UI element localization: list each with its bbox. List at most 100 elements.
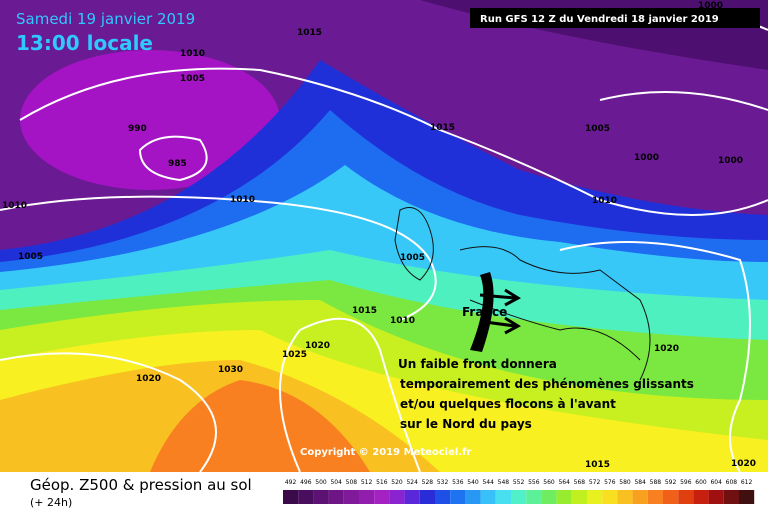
scale-swatch <box>465 490 481 504</box>
scale-label: 612 <box>741 479 753 486</box>
scale-label: 520 <box>391 479 403 486</box>
scale-swatch <box>678 490 694 504</box>
scale-label: 536 <box>452 479 464 486</box>
scale-swatch <box>632 490 648 504</box>
isobar-label: 1020 <box>305 341 330 351</box>
scale-label: 576 <box>604 479 616 486</box>
scale-swatch <box>495 490 511 504</box>
scale-swatch <box>511 490 527 504</box>
run-box <box>470 8 760 28</box>
scale-swatch <box>328 490 344 504</box>
isobar-label: 1020 <box>731 459 756 469</box>
annotation-line: et/ou quelques flocons à l'avant <box>400 397 616 411</box>
scale-swatch <box>647 490 663 504</box>
scale-label: 500 <box>315 479 327 486</box>
isobar-label: 1030 <box>218 365 243 375</box>
scale-label: 568 <box>574 479 586 486</box>
coastlines <box>394 207 651 381</box>
scale-label: 532 <box>437 479 449 486</box>
scale-swatch <box>617 490 633 504</box>
front-arrow <box>470 272 494 352</box>
isobar-label: 1010 <box>390 316 415 326</box>
scale-swatch <box>419 490 435 504</box>
scale-swatch <box>693 490 709 504</box>
isobar-label: 1005 <box>585 124 610 134</box>
isobar-label: 1020 <box>654 344 679 354</box>
isobar-label: 1010 <box>230 195 255 205</box>
scale-label: 596 <box>680 479 692 486</box>
country-label: France <box>462 305 507 319</box>
scale-label: 572 <box>589 479 601 486</box>
isobar-label: 1005 <box>18 252 43 262</box>
scale-swatch <box>587 490 603 504</box>
scale-swatch <box>571 490 587 504</box>
scale-label: 600 <box>695 479 707 486</box>
isobar-label: 1005 <box>400 253 425 263</box>
isobar-label: 1005 <box>180 74 205 84</box>
scale-label: 560 <box>543 479 555 486</box>
isobar-label: 1010 <box>180 49 205 59</box>
isobar-label: 1000 <box>718 156 743 166</box>
annotation: Un faible front donnera temporairement de… <box>398 357 694 431</box>
scale-swatch <box>450 490 466 504</box>
scale-swatch <box>480 490 496 504</box>
map-date: Samedi 19 janvier 2019 <box>16 10 195 28</box>
scale-label: 516 <box>376 479 388 486</box>
scale-swatch <box>404 490 420 504</box>
isobar-labels: 1015 1010 1005 990 985 1010 1010 1005 1015 1005 10… <box>2 1 756 470</box>
scale-swatch <box>541 490 557 504</box>
scale-label: 588 <box>650 479 662 486</box>
scale-label: 508 <box>346 479 358 486</box>
isobar-label: 1015 <box>297 28 322 38</box>
scale-label: 512 <box>361 479 373 486</box>
scale-label: 580 <box>619 479 631 486</box>
scale-swatch <box>663 490 679 504</box>
annotation-line: temporairement des phénomènes glissants <box>400 377 694 391</box>
scale-label: 524 <box>406 479 418 486</box>
scale-swatch <box>739 490 755 504</box>
scale-swatch <box>298 490 314 504</box>
isobar-label: 1015 <box>352 306 377 316</box>
annotation-line: sur le Nord du pays <box>400 417 532 431</box>
scale-label: 592 <box>665 479 677 486</box>
scale-label: 540 <box>467 479 479 486</box>
isobar-label: 1010 <box>592 196 617 206</box>
isobar-label: 985 <box>168 159 187 169</box>
footer-title: Géop. Z500 & pression au sol <box>30 476 252 494</box>
scale-swatch <box>435 490 451 504</box>
copyright: Copyright © 2019 Meteociel.fr <box>300 447 471 458</box>
field-background <box>0 0 768 472</box>
scale-swatch <box>602 490 618 504</box>
scale-label: 492 <box>285 479 297 486</box>
front-arrowheads <box>479 288 522 335</box>
scale-label: 548 <box>498 479 510 486</box>
run-info: Run GFS 12 Z du Vendredi 18 janvier 2019 <box>480 14 719 25</box>
scale-swatch <box>313 490 329 504</box>
scale-swatch <box>556 490 572 504</box>
scale-swatch <box>389 490 405 504</box>
scale-label: 504 <box>330 479 342 486</box>
scale-label: 584 <box>634 479 646 486</box>
scale-label: 564 <box>558 479 570 486</box>
scale-label: 556 <box>528 479 540 486</box>
isobar-label: 1015 <box>585 460 610 470</box>
scale-label: 544 <box>482 479 494 486</box>
annotation-line: Un faible front donnera <box>398 357 557 371</box>
isobar-label: 1020 <box>136 374 161 384</box>
scale-label: 552 <box>513 479 525 486</box>
scale-label: 608 <box>726 479 738 486</box>
isobar-label: 990 <box>128 124 147 134</box>
footer-lead: (+ 24h) <box>30 496 72 509</box>
scale-swatch <box>526 490 542 504</box>
scale-swatch <box>359 490 375 504</box>
scale-label: 496 <box>300 479 312 486</box>
scale-swatch <box>708 490 724 504</box>
isobar-label: 1025 <box>282 350 307 360</box>
scale-swatch <box>374 490 390 504</box>
isobar-label: 1015 <box>430 123 455 133</box>
scale-swatch <box>723 490 739 504</box>
scale-swatch <box>343 490 359 504</box>
isobar-label: 1000 <box>634 153 659 163</box>
scale-label: 528 <box>422 479 434 486</box>
